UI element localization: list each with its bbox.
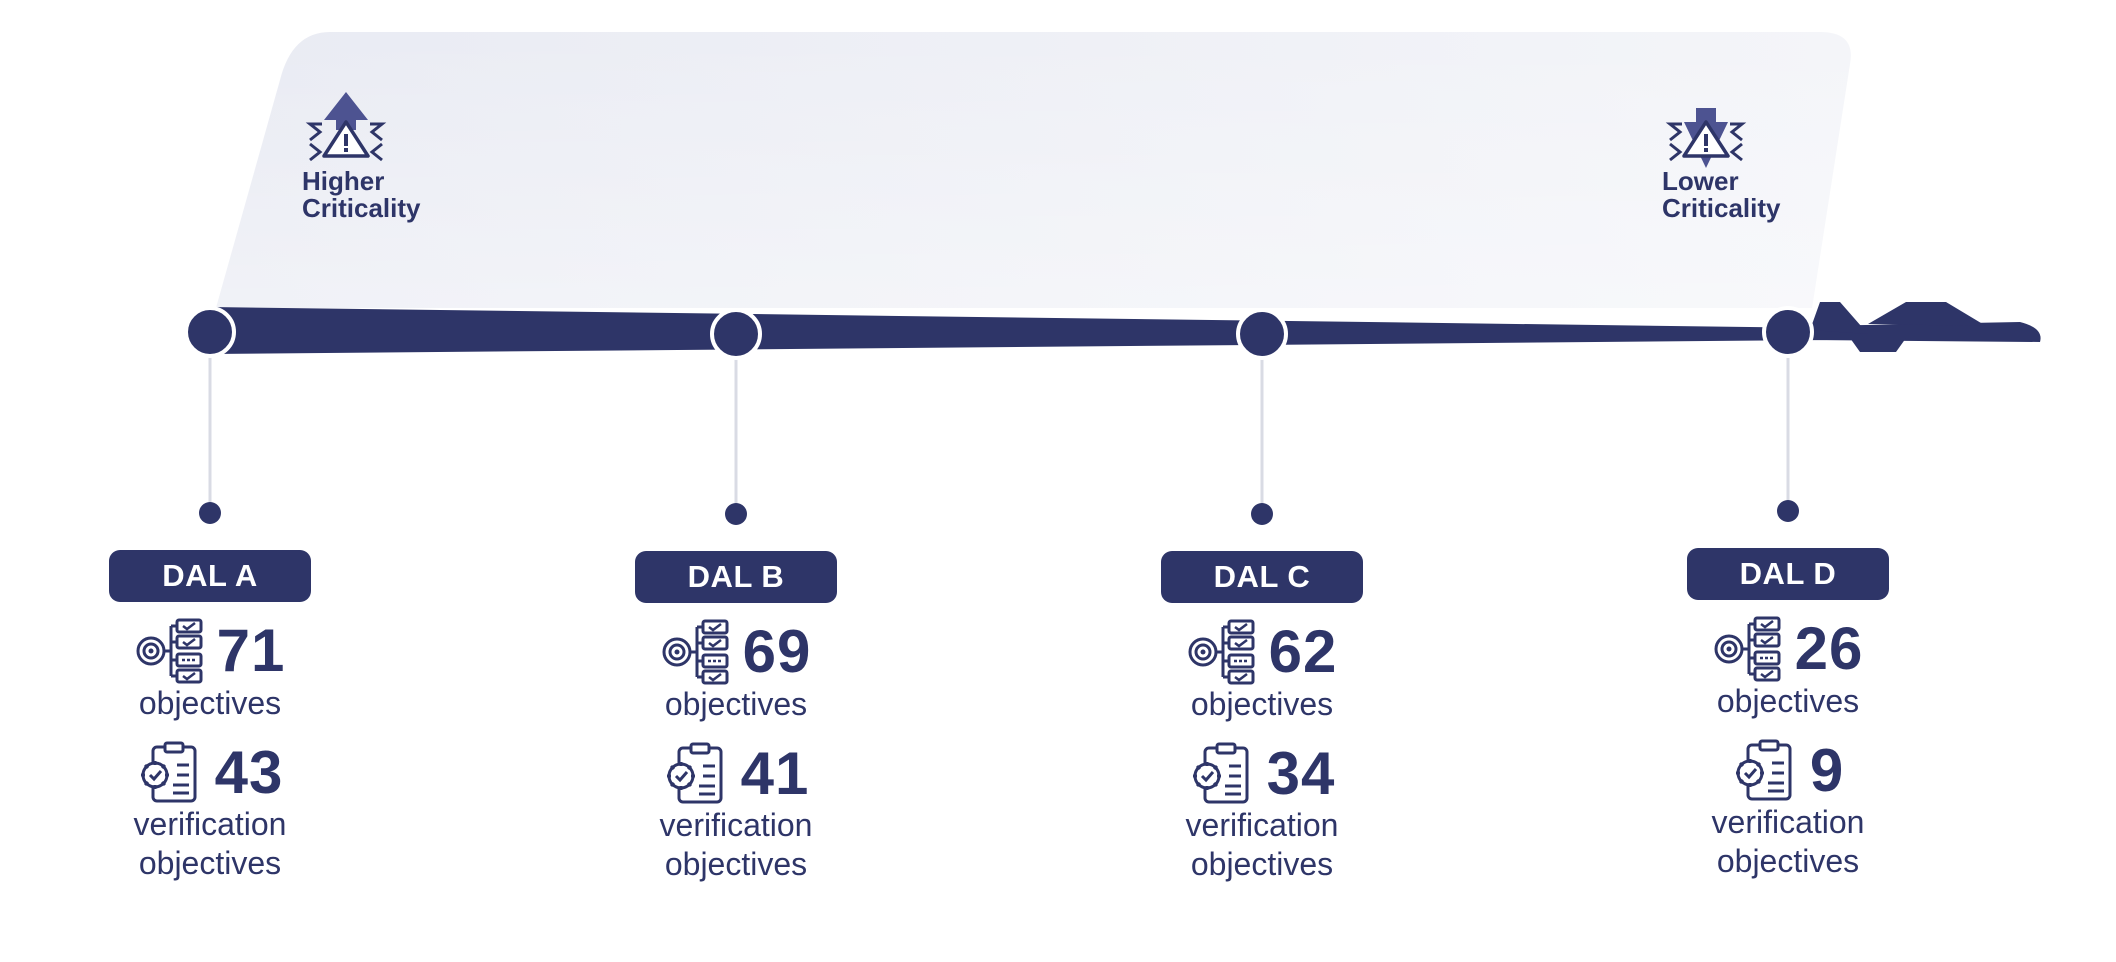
checklist-target-icon xyxy=(662,619,729,685)
objectives-label: objectives xyxy=(138,685,282,721)
timeline-node-b xyxy=(710,308,762,360)
verification-count: 9 xyxy=(1809,737,1845,804)
verification-stat: 9 xyxy=(1732,739,1844,803)
clipboard-check-icon xyxy=(666,742,723,804)
verification-stat: 34 xyxy=(1189,742,1336,806)
verification-label: verification objectives xyxy=(1185,807,1339,882)
verification-label: verification objectives xyxy=(659,807,813,882)
verification-label: verification objectives xyxy=(133,806,287,881)
checklist-target-icon xyxy=(1188,619,1255,685)
connector-dot-a xyxy=(199,502,221,524)
objectives-stat: 71 xyxy=(135,618,286,684)
objectives-label: objectives xyxy=(664,686,808,722)
clipboard-check-icon xyxy=(1735,739,1792,801)
higher-criticality-label: Higher Criticality xyxy=(302,166,421,223)
checklist-target-icon xyxy=(136,618,203,684)
timeline-node-d xyxy=(1762,306,1814,358)
dal-column-a: DAL A 71 objectives xyxy=(70,550,350,883)
objectives-stat: 26 xyxy=(1713,616,1864,682)
dal-column-d: DAL D 26 objectives xyxy=(1648,548,1928,881)
verification-count: 43 xyxy=(214,739,284,806)
dal-badge: DAL A xyxy=(109,550,311,602)
objectives-count: 71 xyxy=(216,617,286,684)
objectives-label: objectives xyxy=(1716,683,1860,719)
clipboard-check-icon xyxy=(1192,742,1249,804)
dal-badge: DAL C xyxy=(1161,551,1363,603)
objectives-count: 69 xyxy=(742,618,812,685)
warning-up-icon xyxy=(305,92,387,162)
warning-down-icon xyxy=(1665,108,1747,168)
objectives-stat: 69 xyxy=(661,619,812,685)
lower-criticality-label: Lower Criticality xyxy=(1662,166,1781,223)
dal-badge: DAL B xyxy=(635,551,837,603)
timeline-node-a xyxy=(184,306,236,358)
timeline-node-c xyxy=(1236,308,1288,360)
verification-stat: 43 xyxy=(137,741,284,805)
dal-column-b: DAL B 69 objectives xyxy=(596,551,876,884)
dal-badge: DAL D xyxy=(1687,548,1889,600)
airplane-icon xyxy=(1810,302,2041,352)
clipboard-check-icon xyxy=(140,741,197,803)
objectives-label: objectives xyxy=(1190,686,1334,722)
objectives-stat: 62 xyxy=(1187,619,1338,685)
objectives-count: 62 xyxy=(1268,618,1338,685)
verification-label: verification objectives xyxy=(1711,804,1865,879)
verification-count: 34 xyxy=(1266,740,1336,807)
verification-count: 41 xyxy=(740,740,810,807)
dal-column-c: DAL C 62 objectives xyxy=(1122,551,1402,884)
verification-stat: 41 xyxy=(663,742,810,806)
connector-dot-d xyxy=(1777,500,1799,522)
criticality-band-fade xyxy=(216,32,1851,308)
checklist-target-icon xyxy=(1714,616,1781,682)
connector-dot-b xyxy=(725,503,747,525)
objectives-count: 26 xyxy=(1794,615,1864,682)
connector-dot-c xyxy=(1251,503,1273,525)
timeline-bar xyxy=(210,307,1828,354)
